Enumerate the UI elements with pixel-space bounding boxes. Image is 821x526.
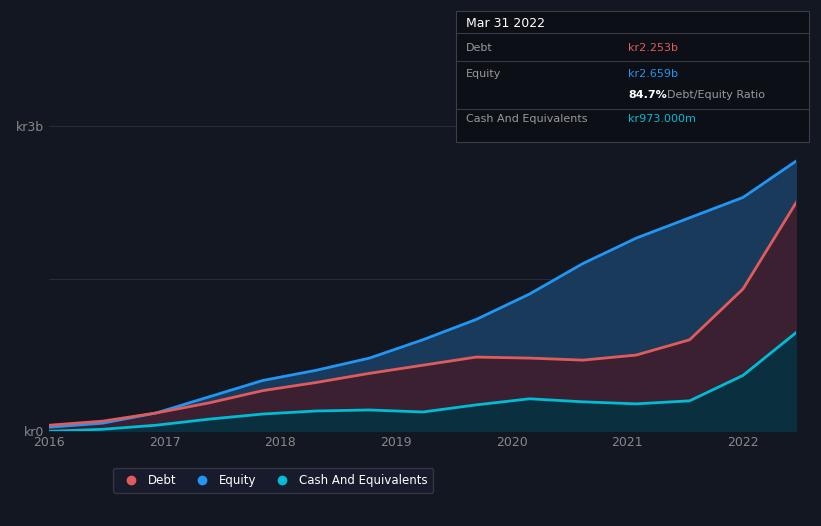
Text: Debt: Debt [466, 43, 493, 54]
Legend: Debt, Equity, Cash And Equivalents: Debt, Equity, Cash And Equivalents [113, 468, 433, 492]
Text: kr973.000m: kr973.000m [628, 114, 696, 124]
Text: kr2.253b: kr2.253b [628, 43, 678, 54]
Text: Cash And Equivalents: Cash And Equivalents [466, 114, 587, 124]
Text: Equity: Equity [466, 68, 501, 79]
Text: kr2.659b: kr2.659b [628, 68, 678, 79]
Text: Debt/Equity Ratio: Debt/Equity Ratio [667, 90, 765, 100]
Text: 84.7%: 84.7% [628, 90, 667, 100]
Text: Mar 31 2022: Mar 31 2022 [466, 17, 544, 30]
